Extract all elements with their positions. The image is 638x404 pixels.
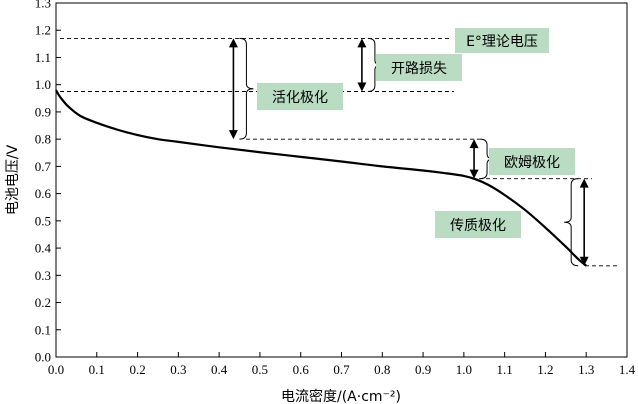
label-theory-voltage: E°理论电压 bbox=[466, 34, 538, 50]
x-tick-label: 0.4 bbox=[211, 362, 228, 377]
x-tick-label: 1.0 bbox=[456, 362, 472, 377]
y-tick-label: 0.3 bbox=[35, 268, 51, 283]
label-box-theory: E°理论电压 bbox=[455, 28, 549, 53]
span-arrow-head bbox=[469, 139, 479, 149]
span-arrow-head bbox=[357, 38, 367, 48]
y-tick-label: 1.0 bbox=[35, 77, 51, 92]
x-tick-label: 1.1 bbox=[497, 362, 513, 377]
span-arrow-head bbox=[228, 38, 238, 48]
label-ohmic-polarization: 欧姆极化 bbox=[504, 155, 560, 171]
span-brace bbox=[564, 178, 579, 267]
span-arrow-head bbox=[579, 178, 589, 188]
span-arrow-head bbox=[579, 256, 589, 266]
label-mass-transport-polarization: 传质极化 bbox=[450, 218, 506, 234]
y-tick-label: 0.4 bbox=[35, 241, 52, 256]
x-tick-label: 0.5 bbox=[252, 362, 268, 377]
x-tick-label: 0.9 bbox=[415, 362, 431, 377]
y-tick-label: 0.7 bbox=[35, 159, 52, 174]
x-tick-label: 0.2 bbox=[129, 362, 145, 377]
x-tick-label: 1.4 bbox=[619, 362, 636, 377]
y-tick-label: 0.9 bbox=[35, 104, 51, 119]
y-tick-label: 0.1 bbox=[35, 322, 51, 337]
label-box-activation: 活化极化 bbox=[257, 83, 343, 110]
span-arrow-head bbox=[357, 82, 367, 92]
x-tick-label: 0.8 bbox=[374, 362, 390, 377]
x-tick-label: 0.7 bbox=[333, 362, 350, 377]
y-tick-label: 0.6 bbox=[35, 186, 52, 201]
polarization-curve bbox=[55, 89, 587, 267]
label-box-ohmic: 欧姆极化 bbox=[489, 148, 575, 175]
y-tick-label: 0.0 bbox=[35, 350, 51, 365]
label-open-circuit-loss: 开路损失 bbox=[391, 61, 447, 77]
y-tick-label: 1.3 bbox=[35, 0, 51, 11]
x-tick-label: 1.3 bbox=[578, 362, 594, 377]
label-box-mass-transport: 传质极化 bbox=[435, 211, 521, 238]
label-activation-polarization: 活化极化 bbox=[272, 90, 328, 106]
y-tick-label: 0.8 bbox=[35, 132, 51, 147]
x-tick-label: 0.3 bbox=[170, 362, 186, 377]
y-axis-title: 电池电压/V bbox=[5, 144, 21, 215]
y-tick-label: 1.1 bbox=[35, 50, 51, 65]
axis-ticks: 0.0 0.1 0.2 0.3 0.4 0.5 0.6 0.7 0.8 0.9 1.0 1.1 1.2 1… bbox=[35, 0, 636, 377]
x-tick-label: 0.6 bbox=[293, 362, 310, 377]
annotations bbox=[228, 37, 589, 267]
span-arrow-head bbox=[228, 130, 238, 140]
y-tick-label: 0.5 bbox=[35, 213, 51, 228]
x-tick-label: 0.0 bbox=[48, 362, 64, 377]
x-tick-label: 1.2 bbox=[537, 362, 553, 377]
x-axis-title: 电流密度/(A·cm⁻²) bbox=[281, 388, 401, 404]
y-tick-label: 1.2 bbox=[35, 23, 51, 38]
span-arrow-head bbox=[469, 169, 479, 179]
y-tick-label: 0.2 bbox=[35, 295, 51, 310]
label-box-open-circuit: 开路损失 bbox=[376, 54, 462, 81]
plot-area bbox=[55, 2, 628, 358]
x-tick-label: 0.1 bbox=[89, 362, 105, 377]
